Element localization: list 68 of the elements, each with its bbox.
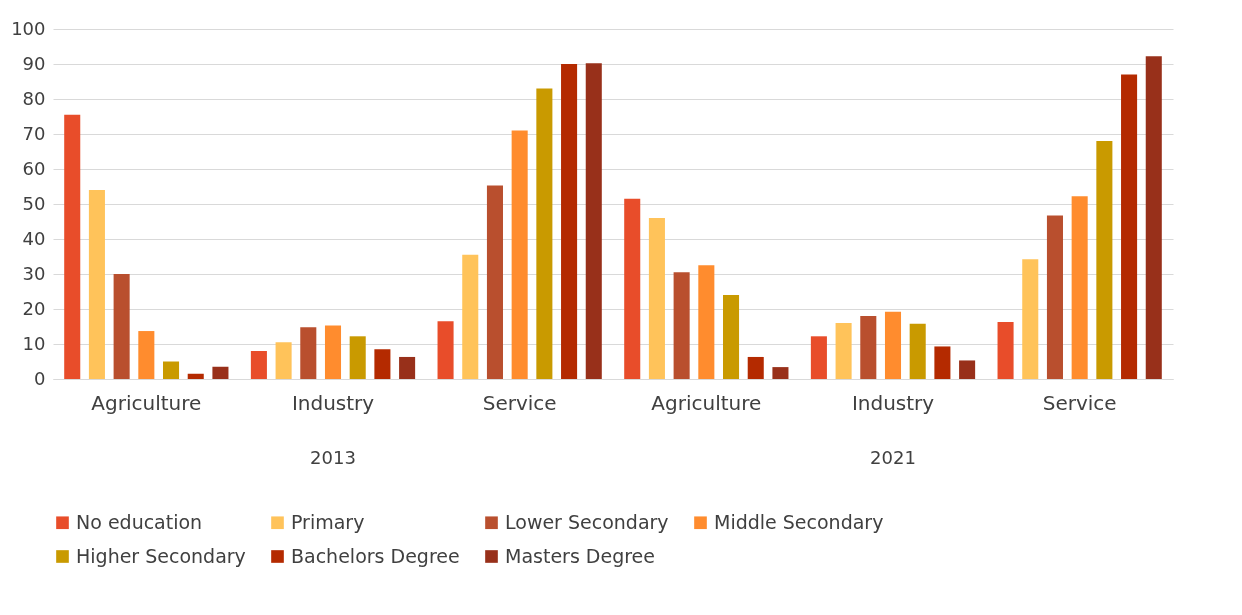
- y-tick-label: 0: [34, 367, 46, 389]
- bar: [1046, 215, 1063, 379]
- bar: [835, 323, 852, 379]
- bar: [88, 190, 105, 379]
- bar: [997, 321, 1014, 379]
- legend-label: Lower Secondary: [505, 510, 669, 533]
- bar: [723, 295, 740, 379]
- legend-label: Higher Secondary: [76, 544, 246, 567]
- bar: [437, 321, 454, 379]
- bar: [462, 254, 479, 379]
- bar: [1022, 259, 1039, 379]
- text: 2021: [870, 447, 916, 468]
- bar: [374, 349, 391, 379]
- bar: [1121, 74, 1138, 379]
- bar: [585, 63, 602, 379]
- x-tick-label: Service: [1042, 390, 1117, 415]
- y-tick-label: 10: [22, 332, 46, 354]
- bar: [324, 325, 342, 379]
- bar: [349, 336, 366, 379]
- bar: [934, 346, 951, 379]
- bar: [1145, 56, 1162, 379]
- bar: [163, 361, 180, 379]
- y-tick-label: 90: [22, 52, 46, 74]
- legend-label: Masters Degree: [505, 544, 655, 567]
- y-tick-label: 40: [22, 227, 46, 249]
- x-tick-label: Service: [482, 390, 557, 415]
- legend-label: Bachelors Degree: [291, 544, 460, 567]
- x-tick-label: Agriculture: [91, 390, 202, 415]
- bar: [561, 64, 578, 379]
- bar: [959, 360, 976, 379]
- bar: [511, 130, 528, 379]
- bar: [810, 336, 827, 379]
- y-tick-label: 70: [22, 122, 46, 144]
- y-tick-label: 60: [22, 157, 46, 179]
- bar: [399, 356, 416, 379]
- bar: [648, 218, 665, 379]
- x-tick-label: Agriculture: [651, 390, 762, 415]
- bar: [212, 366, 229, 379]
- bar: [138, 331, 155, 379]
- legend-label: Primary: [291, 510, 365, 533]
- bar: [1096, 141, 1113, 379]
- bar: [113, 274, 130, 379]
- y-tick-label: 20: [22, 297, 46, 319]
- bar: [64, 114, 81, 379]
- x-tick-label: Industry: [851, 390, 935, 415]
- bar: [860, 316, 877, 379]
- y-tick-label: 30: [22, 262, 46, 284]
- bar: [884, 311, 902, 379]
- legend-label: No education: [76, 510, 203, 533]
- y-tick-label: 100: [11, 17, 46, 39]
- bar: [772, 367, 789, 379]
- text: 2013: [310, 447, 356, 468]
- bar: [187, 373, 204, 379]
- bar: [300, 327, 317, 379]
- bar: [250, 351, 267, 379]
- bar: [909, 323, 926, 379]
- bar: [747, 356, 764, 379]
- bar: [673, 272, 690, 379]
- bar: [624, 198, 641, 379]
- y-tick-label: 80: [22, 87, 46, 109]
- bar: [486, 185, 503, 379]
- bar: [536, 88, 553, 379]
- bar: [275, 342, 292, 379]
- bar: [698, 265, 715, 379]
- legend-label: Middle Secondary: [714, 510, 884, 533]
- bar: [1071, 196, 1088, 379]
- x-tick-label: Industry: [291, 390, 375, 415]
- y-tick-label: 50: [22, 192, 46, 214]
